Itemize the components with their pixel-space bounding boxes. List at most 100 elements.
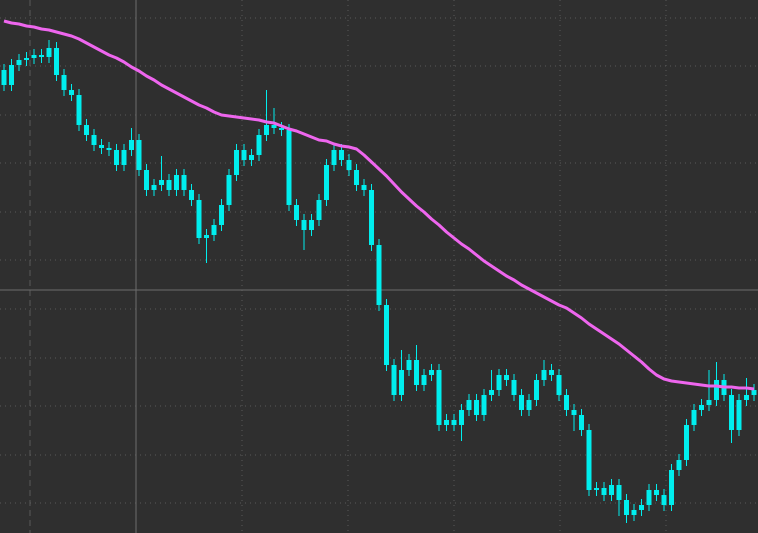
candle-body [121,150,127,165]
candle-body [376,245,382,305]
candle-body [541,370,547,380]
candle-body [706,400,712,405]
candle-body [211,225,217,235]
candle-body [684,425,689,460]
candle-body [106,148,112,150]
candle-body [354,170,359,185]
candle-body [661,495,667,505]
candle-body [136,140,142,170]
candle-body [744,395,749,400]
candle-body [114,150,119,165]
candle-body [166,180,172,190]
candle-body [384,305,389,365]
candle-body [451,420,457,425]
candle-body [84,125,89,135]
candle-body [159,180,164,185]
candle-body [399,370,404,395]
candle-body [1,70,7,85]
candle-body [391,365,397,395]
candle-body [181,175,187,190]
candle-body [534,380,539,400]
candle-body [241,150,247,160]
candle-body [339,150,344,160]
candle-body [61,75,67,90]
candle-body [676,460,682,470]
candle-body [594,488,599,490]
candle-body [489,390,494,395]
candle-body [279,128,284,130]
candle-body [91,135,97,145]
candle-body [586,430,592,490]
candle-body [256,135,262,155]
candle-body [294,205,299,220]
candle-body [369,190,374,245]
candle-body [609,485,614,495]
candle-body [9,65,14,85]
candle-body [466,400,472,410]
candle-body [219,205,224,225]
candle-body [24,58,29,60]
candle-body [496,375,502,390]
candle-body [481,395,487,415]
candle-body [654,490,659,495]
candle-body [361,185,367,190]
candle-body [316,200,322,220]
candle-body [189,190,194,200]
candle-body [699,405,704,410]
candle-body [511,380,517,395]
candle-body [736,400,742,430]
candle-body [571,410,577,415]
candle-body [504,375,509,380]
candle-body [616,485,622,500]
candle-body [691,410,697,425]
candle-body [144,170,149,190]
candle-body [729,395,734,430]
candle-body [549,370,554,375]
candle-body [196,200,202,238]
candle-body [99,145,104,148]
candle-body [669,470,674,505]
candle-body [406,360,412,370]
candle-body [76,95,82,125]
moving-average-line [3,19,755,391]
candle-body [249,155,254,160]
candle-body [271,125,277,128]
candle-body [564,395,569,410]
candle-body [751,390,757,395]
candle-body [39,55,44,57]
candle-body [414,360,419,385]
candle-body [459,410,464,425]
candle-body [129,140,134,150]
candle-body [346,160,352,170]
candle-body [204,235,209,238]
candle-body [151,185,157,190]
candle-body [174,175,179,190]
candle-body [624,500,629,515]
candle-body [519,395,524,410]
candle-body [69,90,74,95]
candle-body [579,415,584,430]
candle-body [474,400,479,415]
candle-body [429,370,434,375]
candle-body [286,130,292,205]
candle-body [324,165,329,200]
candle-body [301,220,307,230]
candle-body [31,55,37,58]
candle-body [421,375,427,385]
candle-body [226,175,232,205]
candle-body [264,125,269,135]
candle-body [714,380,719,400]
candle-body [444,420,449,425]
candle-body [631,510,637,515]
candle-body [54,48,59,75]
candle-body [46,48,52,57]
candle-body [16,60,22,65]
candle-body [639,505,644,510]
candle-body [556,375,562,395]
candle-body [309,220,314,230]
candle-body [646,490,652,505]
candle-body [436,370,442,425]
